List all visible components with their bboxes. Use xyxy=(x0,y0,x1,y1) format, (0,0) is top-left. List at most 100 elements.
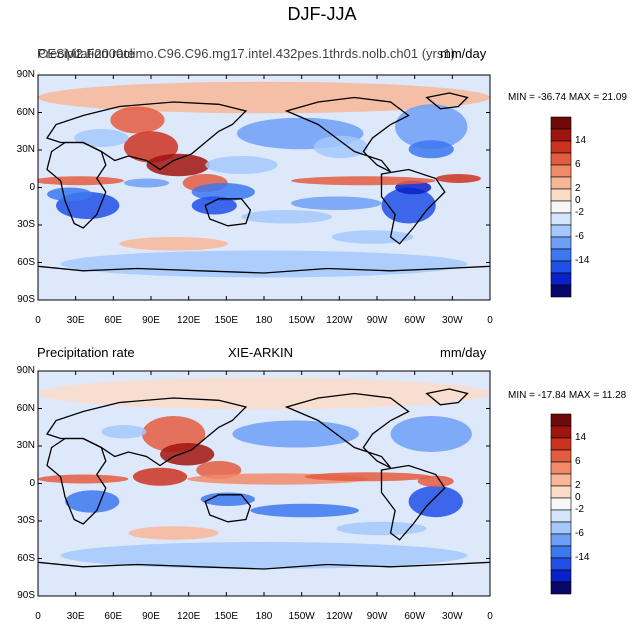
lon-tick-label: 30W xyxy=(442,611,463,622)
colorbar-label: -6 xyxy=(575,231,584,242)
coastline xyxy=(380,464,446,541)
colorbar-label: 0 xyxy=(575,492,581,503)
min-max-readout: MIN = -17.84 MAX = 11.28 xyxy=(508,390,627,401)
colorbar-swatch xyxy=(550,545,572,559)
colorbar-swatch xyxy=(550,461,572,475)
colorbar-label: 6 xyxy=(575,456,581,467)
lat-tick-label: 30S xyxy=(17,515,35,526)
contour-fill xyxy=(60,250,468,278)
lat-tick-label: 60S xyxy=(17,256,35,268)
colorbar-swatch xyxy=(550,533,572,547)
coastline xyxy=(45,397,248,467)
coastline xyxy=(204,198,252,227)
panel-units: mm/day xyxy=(440,345,487,360)
panel-center-title: XIE-ARKIN xyxy=(228,345,294,360)
colorbar-swatch xyxy=(550,212,572,226)
colorbar-swatch xyxy=(550,473,572,487)
colorbar-swatch xyxy=(550,557,572,571)
colorbar-swatch xyxy=(550,248,572,262)
contour-fill xyxy=(417,475,454,487)
lat-tick-label: 0 xyxy=(29,477,35,489)
panel-obs: Precipitation rate XIE-ARKIN mm/day MIN … xyxy=(0,296,644,627)
contour-fill xyxy=(101,425,147,439)
colorbar-label: -6 xyxy=(575,528,584,539)
lon-tick-label: 30E xyxy=(66,315,85,326)
lat-tick-label: 60N xyxy=(16,402,35,414)
contour-fill xyxy=(128,526,219,540)
colorbar-swatch xyxy=(550,581,572,595)
coastline xyxy=(45,101,248,171)
colorbar-swatch xyxy=(550,425,572,439)
colorbar-label: -2 xyxy=(575,504,584,515)
colorbar-swatch xyxy=(550,521,572,535)
lon-tick-label: 0 xyxy=(35,315,41,326)
colorbar-label: -14 xyxy=(575,552,590,563)
contour-fill xyxy=(119,237,228,251)
colorbar-swatch xyxy=(550,116,572,130)
contour-fill xyxy=(291,176,436,186)
colorbar-swatch xyxy=(550,284,572,298)
colorbar-label: 14 xyxy=(575,432,587,443)
lat-tick-label: 30N xyxy=(16,440,35,451)
colorbar-swatch xyxy=(550,569,572,583)
contour-fill xyxy=(47,187,93,201)
colorbar xyxy=(550,413,572,595)
lon-tick-label: 90E xyxy=(142,611,160,622)
coastline xyxy=(38,561,490,570)
lat-tick-label: 30N xyxy=(16,144,35,155)
max-value: 11.28 xyxy=(601,390,627,401)
colorbar-label: 2 xyxy=(575,183,581,194)
lat-tick-label: 30S xyxy=(17,219,35,230)
contour-fill xyxy=(205,156,278,174)
colorbar-swatch xyxy=(550,449,572,463)
contour-fill xyxy=(38,474,129,484)
contour-fill xyxy=(250,503,359,518)
contour-fill xyxy=(110,106,165,134)
lat-tick-label: 60S xyxy=(17,552,35,564)
lon-tick-label: 120E xyxy=(176,315,201,326)
lon-tick-label: 60E xyxy=(104,611,123,622)
lon-tick-label: 120W xyxy=(326,315,353,326)
max-value: 21.09 xyxy=(601,92,627,103)
panel-units: mm/day xyxy=(440,46,487,61)
colorbar-swatch xyxy=(550,224,572,238)
panel-center-title: CESM2.F2000climo.C96.C96.mg17.intel.432p… xyxy=(38,46,455,61)
lon-tick-label: 150W xyxy=(288,611,315,622)
lat-tick-label: 90S xyxy=(17,590,35,601)
contour-fill xyxy=(191,183,255,201)
lon-tick-label: 90W xyxy=(366,611,388,622)
contour-fill xyxy=(291,196,382,210)
contour-fill xyxy=(313,135,368,159)
panel-left-title: Precipitation rate xyxy=(37,345,135,360)
lon-tick-label: 120E xyxy=(176,611,201,622)
min-max-readout: MIN = -36.74 MAX = 21.09 xyxy=(508,92,627,103)
lat-tick-label: 60N xyxy=(16,106,35,118)
contour-fill xyxy=(65,490,120,513)
colorbar-label: 0 xyxy=(575,195,581,206)
map-model xyxy=(37,74,572,301)
lat-tick-label: 0 xyxy=(29,181,35,193)
colorbar-swatch xyxy=(550,260,572,274)
lon-tick-label: 150E xyxy=(214,611,238,622)
contour-fill xyxy=(60,542,468,569)
panel-left-title: Precipitation rate xyxy=(37,46,135,61)
lat-tick-label: 90S xyxy=(17,294,35,305)
lat-tick-label: 90N xyxy=(16,69,35,80)
contour-fill xyxy=(331,230,414,244)
colorbar-swatch xyxy=(550,413,572,427)
lon-tick-label: 0 xyxy=(487,611,493,622)
lat-tick-label: 90N xyxy=(16,365,35,376)
contour-fill xyxy=(38,81,490,114)
coastline xyxy=(380,168,446,245)
lon-tick-label: 180 xyxy=(255,611,273,622)
colorbar-label: 2 xyxy=(575,480,581,491)
contour-fill xyxy=(241,210,332,224)
colorbar-swatch xyxy=(550,272,572,286)
contour-fill xyxy=(408,485,463,518)
colorbar-label: -14 xyxy=(575,255,590,266)
colorbar-label: -2 xyxy=(575,207,584,218)
lon-tick-label: 90E xyxy=(142,315,160,326)
contour-fill xyxy=(123,178,170,188)
lon-tick-label: 90W xyxy=(366,315,388,326)
main-title: DJF-JJA xyxy=(287,4,357,24)
